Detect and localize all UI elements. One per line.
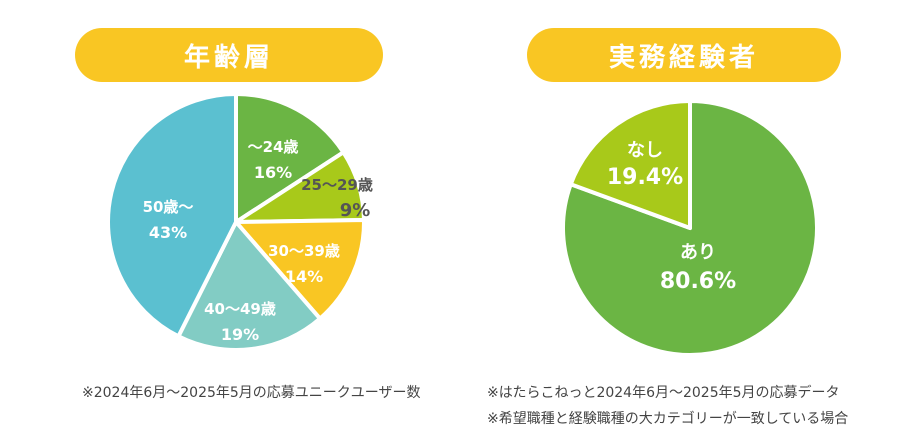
- age-slice-3-value: 19%: [221, 325, 259, 344]
- experience-slice-1-value: 19.4%: [607, 165, 683, 190]
- age-chart-title: 年齢層: [75, 28, 383, 82]
- experience-slice-0-value: 80.6%: [660, 269, 736, 294]
- age-slice-0-value: 16%: [254, 163, 292, 182]
- age-slice-2-label: 30〜39歳: [268, 242, 340, 260]
- experience-slice-1: [568, 99, 692, 230]
- age-slice-3: [176, 220, 322, 352]
- pie-charts: 〜24歳 16% 25〜29歳 9% 30〜39歳 14% 40〜49歳 19% 50歳〜 43%…: [106, 92, 819, 357]
- age-slice-0: [234, 92, 346, 224]
- experience-chart-title: 実務経験者: [527, 28, 841, 82]
- age-chart-title-text: 年齢層: [183, 42, 274, 73]
- age-slice-1-label: 25〜29歳: [301, 176, 373, 194]
- experience-chart-note-source: ※はたらこねっと2024年6月〜2025年5月の応募データ: [487, 385, 840, 401]
- experience-chart-title-text: 実務経験者: [608, 42, 759, 73]
- experience-chart-note-condition: ※希望職種と経験職種の大カテゴリーが一致している場合: [487, 411, 849, 427]
- age-chart-note: ※2024年6月〜2025年5月の応募ユニークユーザー数: [82, 385, 421, 401]
- age-slice-2-value: 14%: [285, 267, 323, 286]
- age-slice-3-label: 40〜49歳: [204, 300, 276, 318]
- experience-slice-0-label: あり: [680, 242, 716, 263]
- age-slice-4-label: 50歳〜: [143, 198, 194, 216]
- age-slice-4: [106, 92, 238, 339]
- experience-slice-1-label: なし: [627, 140, 663, 161]
- age-slice-2: [234, 218, 366, 321]
- age-slice-4-value: 43%: [149, 223, 187, 242]
- age-slice-1-value: 9%: [340, 200, 371, 221]
- age-slice-0-label: 〜24歳: [248, 138, 299, 156]
